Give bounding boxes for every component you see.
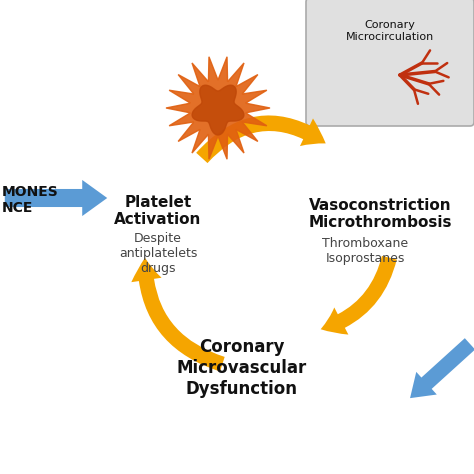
FancyBboxPatch shape — [306, 0, 474, 126]
Text: Thromboxane
Isoprostanes: Thromboxane Isoprostanes — [322, 237, 408, 265]
Text: Vasoconstriction
Microthrombosis: Vasoconstriction Microthrombosis — [308, 198, 452, 230]
Polygon shape — [166, 57, 270, 159]
Text: MONES
NCE: MONES NCE — [2, 185, 59, 215]
Text: Despite
antiplatelets
drugs: Despite antiplatelets drugs — [119, 232, 197, 275]
FancyArrowPatch shape — [5, 180, 107, 216]
Text: Coronary
Microvascular
Dysfunction: Coronary Microvascular Dysfunction — [177, 338, 307, 398]
FancyArrowPatch shape — [321, 256, 397, 335]
FancyArrowPatch shape — [196, 116, 326, 163]
Polygon shape — [192, 85, 244, 135]
FancyArrowPatch shape — [410, 338, 474, 398]
Text: Coronary
Microcirculation: Coronary Microcirculation — [346, 20, 434, 42]
FancyArrowPatch shape — [131, 258, 225, 372]
Text: Platelet
Activation: Platelet Activation — [114, 195, 202, 228]
